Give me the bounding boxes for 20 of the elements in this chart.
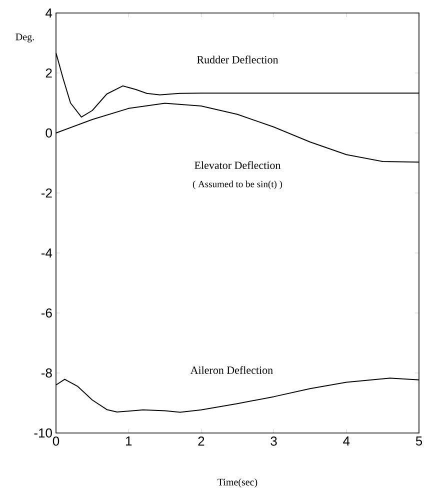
annotation: ( Assumed to be sin(t) )	[192, 180, 282, 190]
x-axis-title: Time(sec)	[218, 478, 258, 488]
text: Rudder Deflection	[197, 56, 278, 64]
y-tick-label: -4	[42, 248, 52, 258]
y-tick-label: 4	[46, 8, 52, 18]
y-tick-label: -2	[42, 188, 52, 198]
y-tick-label: 0	[46, 128, 52, 138]
x-tick-label: 0	[52, 436, 60, 446]
y-axis-title: Deg.	[16, 34, 34, 42]
text: Aileron Deflection	[190, 366, 273, 374]
y-tick-label: -8	[42, 368, 52, 378]
x-tick-label: 2	[198, 436, 204, 446]
y-tick-label: 2	[46, 68, 52, 78]
y-tick-label: -6	[42, 308, 52, 318]
x-tick-label: 5	[416, 436, 422, 446]
y-tick-label: -10	[34, 428, 52, 438]
x-tick-label: 4	[343, 436, 350, 446]
x-tick-label: 1	[126, 436, 132, 446]
x-tick-label: 3	[270, 436, 277, 446]
text: Elevator Deflection	[194, 161, 281, 170]
